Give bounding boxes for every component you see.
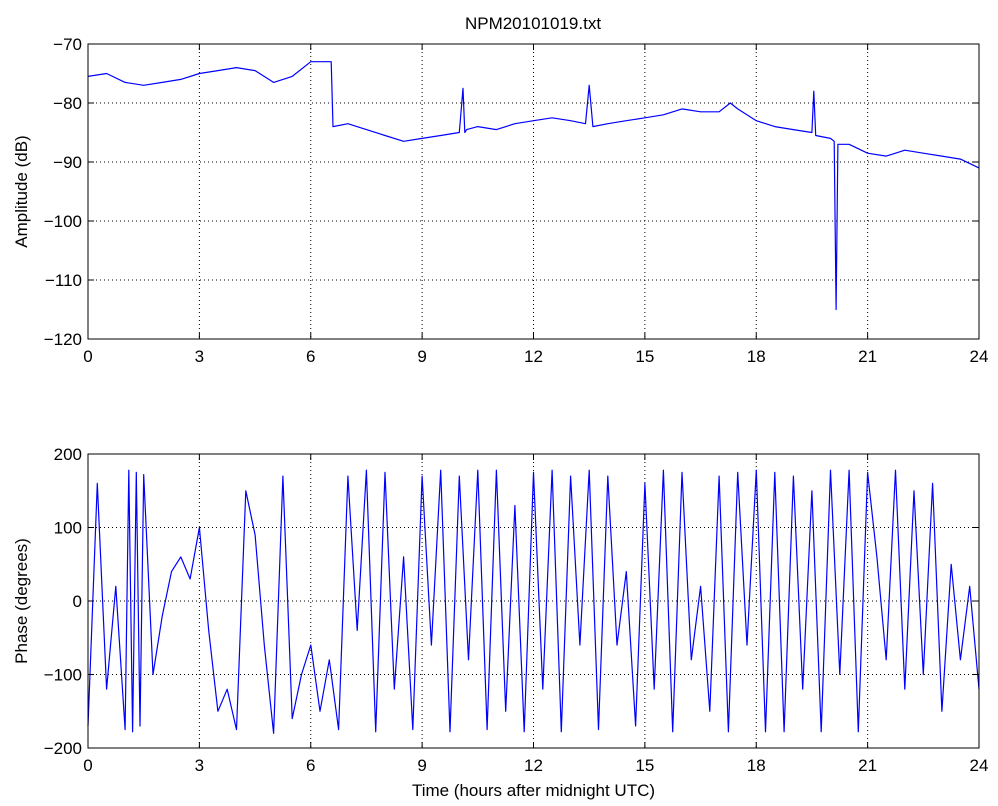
phase-x-tick-label: 3 bbox=[195, 756, 204, 775]
amplitude-x-tick-label: 12 bbox=[524, 347, 543, 366]
amplitude-y-tick-label: −80 bbox=[53, 94, 82, 113]
phase-y-tick-label: 100 bbox=[54, 519, 82, 538]
phase-series-line bbox=[87, 469, 980, 734]
figure-title: NPM20101019.txt bbox=[465, 14, 601, 33]
phase-x-tick-label: 9 bbox=[417, 756, 426, 775]
phase-x-tick-label: 24 bbox=[970, 756, 989, 775]
amplitude-y-ticks: −120 −110 −100 −90 −80 −70 bbox=[44, 35, 979, 349]
amplitude-x-tick-label: 0 bbox=[83, 347, 92, 366]
amplitude-x-tick-label: 3 bbox=[195, 347, 204, 366]
phase-x-ticks: 0 3 6 9 12 15 18 21 24 bbox=[83, 454, 988, 775]
phase-y-tick-label: −200 bbox=[44, 739, 82, 758]
amplitude-grid bbox=[88, 44, 979, 339]
phase-y-tick-label: 0 bbox=[73, 592, 82, 611]
phase-x-tick-label: 12 bbox=[524, 756, 543, 775]
phase-x-tick-label: 0 bbox=[83, 756, 92, 775]
amplitude-series-line bbox=[87, 61, 980, 311]
amplitude-y-tick-label: −110 bbox=[45, 271, 82, 290]
amplitude-x-tick-label: 15 bbox=[635, 347, 654, 366]
phase-x-tick-label: 15 bbox=[635, 756, 654, 775]
amplitude-x-tick-label: 21 bbox=[858, 347, 877, 366]
amplitude-x-tick-label: 18 bbox=[747, 347, 766, 366]
phase-y-axis-label: Phase (degrees) bbox=[12, 538, 31, 664]
amplitude-x-tick-label: 24 bbox=[970, 347, 989, 366]
phase-x-tick-label: 18 bbox=[747, 756, 766, 775]
amplitude-y-axis-label: Amplitude (dB) bbox=[12, 135, 31, 247]
amplitude-y-tick-label: −120 bbox=[44, 330, 82, 349]
phase-x-tick-label: 6 bbox=[306, 756, 315, 775]
phase-grid bbox=[88, 454, 979, 748]
phase-y-tick-label: 200 bbox=[54, 445, 82, 464]
amplitude-panel: 0 3 6 9 12 15 18 21 24 −120 −110 −100 −90 −80 −70 Amp… bbox=[12, 35, 988, 366]
phase-x-tick-label: 21 bbox=[858, 756, 877, 775]
phase-panel: 0 3 6 9 12 15 18 21 24 −200 −100 0 100 200 Phase (de… bbox=[12, 445, 988, 800]
phase-x-axis-label: Time (hours after midnight UTC) bbox=[412, 781, 655, 800]
phase-y-tick-label: −100 bbox=[44, 666, 82, 685]
amplitude-y-tick-label: −70 bbox=[53, 35, 82, 54]
amplitude-y-tick-label: −90 bbox=[53, 153, 82, 172]
phase-y-ticks: −200 −100 0 100 200 bbox=[44, 445, 979, 758]
amplitude-x-tick-label: 6 bbox=[306, 347, 315, 366]
amplitude-y-tick-label: −100 bbox=[44, 212, 82, 231]
amplitude-x-ticks: 0 3 6 9 12 15 18 21 24 bbox=[83, 44, 988, 366]
amplitude-x-tick-label: 9 bbox=[417, 347, 426, 366]
